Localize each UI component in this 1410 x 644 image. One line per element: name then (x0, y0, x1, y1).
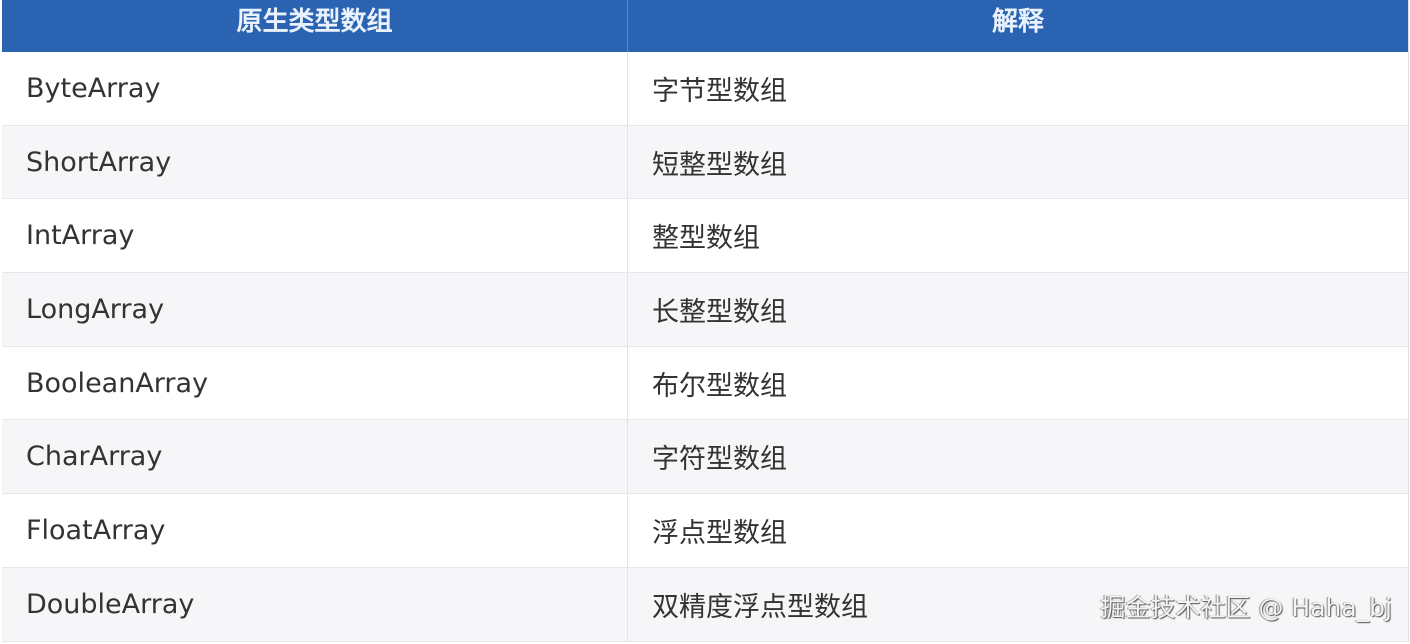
cell-type: CharArray (2, 420, 628, 494)
cell-type: BooleanArray (2, 346, 628, 420)
header-explanation: 解释 (991, 6, 1044, 37)
cell-explanation: 短整型数组 (652, 149, 787, 181)
table-row: ByteArray 字节型数组 (2, 52, 1408, 126)
header-primitive-array: 原生类型数组 (2, 0, 628, 52)
cell-type: LongArray (2, 273, 628, 346)
cell-type: DoubleArray (2, 567, 628, 641)
table-row: IntArray 整型数组 (2, 199, 1408, 274)
table-body: ByteArray 字节型数组 ShortArray 短整型数组 IntArray 整型数… (2, 52, 1408, 642)
cell-explanation: 整型数组 (652, 223, 760, 255)
table-row: ShortArray 短整型数组 (2, 125, 1408, 200)
cell-explanation: 双精度浮点型数组 (652, 591, 868, 623)
cell-explanation: 字符型数组 (652, 444, 787, 476)
cell-explanation: 浮点型数组 (652, 517, 787, 549)
table-row: BooleanArray 布尔型数组 (2, 346, 1408, 421)
cell-type: IntArray (2, 199, 628, 273)
cell-explanation: 字节型数组 (652, 75, 787, 107)
table-row: DoubleArray 双精度浮点型数组 (2, 567, 1408, 642)
table-header: 原生类型数组 解释 (2, 0, 1408, 52)
table-row: LongArray 长整型数组 (2, 273, 1408, 347)
cell-type: ByteArray (2, 52, 628, 125)
cell-type: FloatArray (2, 494, 628, 567)
cell-type: ShortArray (2, 125, 628, 199)
cell-explanation: 布尔型数组 (652, 370, 787, 402)
table-row: CharArray 字符型数组 (2, 420, 1408, 495)
watermark: 掘金技术社区 @ Haha_bj (1100, 593, 1393, 622)
table-row: FloatArray 浮点型数组 (2, 494, 1408, 568)
cell-explanation: 长整型数组 (652, 296, 787, 328)
